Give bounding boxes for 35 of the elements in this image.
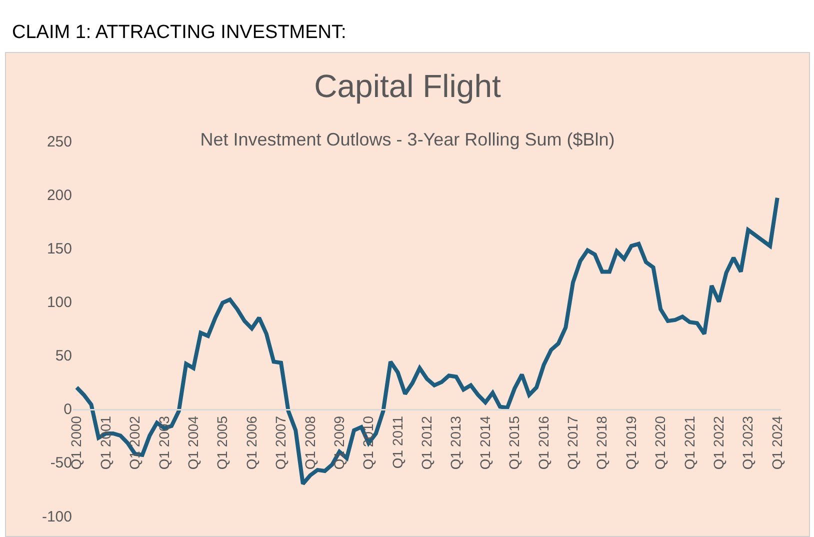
chart-title: Capital Flight (314, 68, 501, 104)
x-tick-label: Q1 2013 (448, 416, 464, 470)
y-tick-label: 150 (46, 240, 72, 258)
y-tick-label: 50 (55, 348, 72, 365)
x-tick-label: Q1 2003 (156, 416, 172, 470)
x-tick-label: Q1 2021 (681, 416, 698, 470)
x-tick-label: Q1 2024 (768, 416, 785, 470)
x-tick-label: Q1 2010 (360, 416, 376, 470)
text: CLAIM 1: ATTRACTING INVESTMENT: (12, 22, 346, 44)
x-tick-label: Q1 2016 (535, 416, 552, 470)
x-tick-label: Q1 2012 (418, 416, 435, 470)
x-tick-label: Q1 2015 (506, 416, 522, 470)
x-tick-label: Q1 2006 (243, 416, 260, 470)
y-tick-label: 100 (46, 294, 72, 311)
chart-subtitle: Net Investment Outlows - 3-Year Rolling Sum ($Bln) (200, 130, 615, 150)
x-tick-label: Q1 2020 (652, 416, 668, 470)
x-tick-label: Q1 2005 (214, 416, 230, 470)
x-tick-label: Q1 2017 (564, 416, 581, 470)
x-tick-label: Q1 2022 (710, 416, 727, 470)
x-tick-label: Q1 2014 (476, 416, 493, 470)
x-tick-label: Q1 2004 (184, 416, 201, 470)
y-tick-label: 250 (46, 133, 72, 150)
x-tick-label: Q1 2002 (126, 416, 143, 470)
y-tick-label: 200 (46, 186, 72, 204)
y-tick-label: 0 (64, 401, 72, 418)
x-tick-label: Q1 2023 (740, 416, 756, 470)
x-tick-label: Q1 2009 (330, 416, 347, 470)
x-tick-label: Q1 2011 (389, 416, 406, 469)
x-tick-label: Q1 2001 (97, 416, 114, 470)
x-tick-label: Q1 2018 (594, 416, 610, 470)
x-tick-label: Q1 2019 (622, 416, 639, 470)
y-tick-label: -100 (42, 508, 72, 526)
y-tick-label: -50 (50, 454, 72, 472)
x-tick-label: Q1 2007 (272, 416, 289, 470)
x-tick-label: Q1 2008 (302, 416, 318, 470)
